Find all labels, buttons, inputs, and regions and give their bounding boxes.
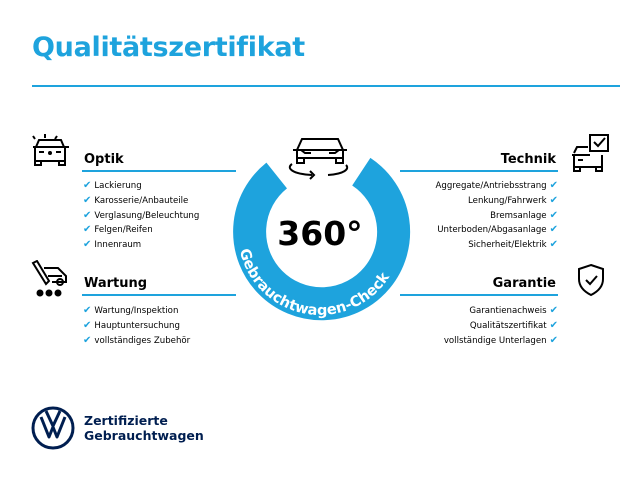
list-item: ✔ Wartung/Inspektion (83, 305, 179, 316)
check-icon: ✔ (549, 319, 558, 331)
car-lights-icon (32, 134, 69, 166)
list-item: ✔ Innenraum (83, 239, 142, 251)
check-icon: ✔ (549, 334, 558, 346)
check-icon: ✔ (83, 180, 92, 191)
car-checklist-icon (572, 134, 609, 172)
shield-check-icon (578, 263, 604, 297)
car-rotate-icon (288, 138, 349, 180)
brand-name: Zertifizierte Gebrauchtwagen (84, 413, 204, 443)
list-item: ✔ vollständiges Zubehör (83, 334, 191, 346)
section-title-optik: Optik (84, 152, 124, 167)
list-item: Garantienachweis ✔ (469, 305, 558, 316)
check-icon: ✔ (83, 334, 92, 346)
list-item: Unterboden/Abgasanlage ✔ (437, 224, 558, 236)
technik-list: Aggregate/Antriebsstrang ✔ Lenkung/Fahrwe… (436, 179, 558, 253)
list-item: Lenkung/Fahrwerk ✔ (468, 194, 558, 206)
check-icon: ✔ (549, 224, 558, 236)
divider (400, 294, 558, 296)
section-title-wartung: Wartung (84, 276, 148, 291)
wartung-list: ✔ Wartung/Inspektion ✔ Hauptuntersuchung ✔… (83, 304, 190, 348)
divider (400, 170, 558, 172)
list-item: Sicherheit/Elektrik ✔ (468, 239, 558, 251)
check-icon: ✔ (549, 194, 558, 206)
list-item: Bremsanlage ✔ (490, 209, 558, 221)
list-item: ✔ Hauptuntersuchung (83, 319, 180, 331)
badge-value: 360° (277, 214, 362, 253)
list-item: vollständige Unterlagen ✔ (443, 334, 558, 346)
vw-logo (31, 406, 75, 450)
divider (82, 294, 236, 296)
service-car-icon (31, 260, 67, 297)
check-icon: ✔ (549, 305, 558, 316)
section-title-technik: Technik (500, 152, 556, 167)
check-icon: ✔ (549, 239, 558, 251)
page-title: Qualitätszertifikat (32, 32, 305, 63)
list-item: ✔ Karosserie/Anbauteile (83, 194, 189, 206)
check-icon: ✔ (83, 194, 92, 206)
list-item: ✔ Lackierung (83, 180, 142, 191)
check-icon: ✔ (549, 209, 558, 221)
section-title-garantie: Garantie (492, 276, 556, 291)
check-icon: ✔ (83, 209, 92, 221)
garantie-list: Garantienachweis ✔ Qualitätszertifikat ✔ v… (444, 304, 558, 348)
check-icon: ✔ (549, 180, 558, 191)
list-item: Aggregate/Antriebsstrang ✔ (435, 180, 558, 191)
check-icon: ✔ (83, 239, 92, 251)
divider (82, 170, 236, 172)
check-icon: ✔ (83, 224, 92, 236)
title-divider (32, 85, 620, 87)
check-icon: ✔ (83, 305, 92, 316)
check-icon: ✔ (83, 319, 92, 331)
check-badge: 360° Gebrauchtwagen-Check (233, 138, 411, 321)
list-item: ✔ Verglasung/Beleuchtung (83, 209, 200, 221)
list-item: ✔ Felgen/Reifen (83, 224, 153, 236)
list-item: Qualitätszertifikat ✔ (469, 319, 558, 331)
optik-list: ✔ Lackierung ✔ Karosserie/Anbauteile ✔ Verg… (83, 179, 199, 253)
ring (233, 157, 411, 321)
